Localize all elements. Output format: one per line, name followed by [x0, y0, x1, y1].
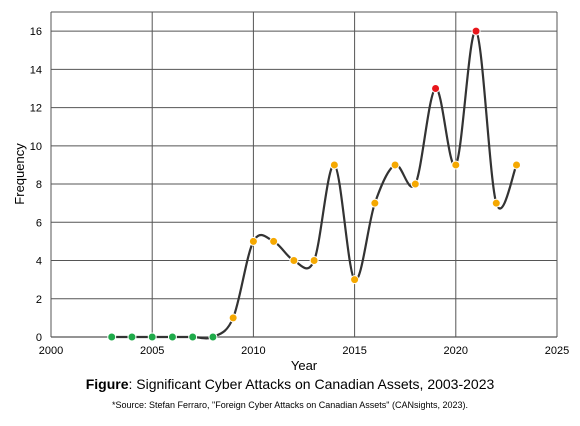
y-tick-label: 10: [30, 141, 42, 153]
data-point-marker: [248, 236, 258, 246]
y-axis-label: Frequency: [12, 143, 27, 205]
data-point-marker: [188, 332, 198, 342]
data-point-marker: [107, 332, 117, 342]
y-tick-label: 6: [36, 217, 42, 229]
x-tick-label: 2000: [39, 345, 63, 357]
data-point-marker: [147, 332, 157, 342]
data-point-marker: [127, 332, 137, 342]
data-markers: [107, 26, 522, 342]
data-point-marker: [410, 179, 420, 189]
data-point-marker: [390, 160, 400, 170]
data-point-marker: [289, 256, 299, 266]
figure-caption-text: : Significant Cyber Attacks on Canadian …: [128, 376, 495, 392]
y-tick-label: 16: [30, 26, 42, 38]
source-note: *Source: Stefan Ferraro, "Foreign Cyber …: [111, 400, 469, 410]
data-point-marker: [228, 313, 238, 323]
x-axis-label: Year: [291, 358, 318, 373]
tick-labels: 2000 2005 2010 2015 2020 2025 0 2 4 6 8 10 12 14 16: [30, 26, 569, 357]
data-point-marker: [167, 332, 177, 342]
y-tick-label: 14: [30, 64, 42, 76]
data-point-marker: [512, 160, 522, 170]
data-point-marker: [370, 198, 380, 208]
figure-caption: Figure: Significant Cyber Attacks on Can…: [0, 376, 580, 392]
x-tick-label: 2020: [444, 345, 468, 357]
y-tick-label: 2: [36, 294, 42, 306]
y-tick-label: 4: [36, 256, 42, 268]
y-tick-label: 8: [36, 179, 42, 191]
data-point-marker: [269, 236, 279, 246]
y-tick-label: 0: [36, 332, 42, 344]
x-tick-label: 2025: [545, 345, 569, 357]
data-point-marker: [451, 160, 461, 170]
x-tick-label: 2015: [342, 345, 366, 357]
data-point-marker: [208, 332, 218, 342]
figure-caption-label: Figure: [85, 376, 129, 392]
data-point-marker: [350, 275, 360, 285]
data-point-marker: [431, 83, 441, 93]
y-tick-label: 12: [30, 103, 42, 115]
data-point-marker: [309, 256, 319, 266]
data-point-marker: [329, 160, 339, 170]
grid-lines: [50, 12, 558, 338]
x-tick-label: 2005: [140, 345, 164, 357]
data-point-marker: [491, 198, 501, 208]
x-tick-label: 2010: [241, 345, 265, 357]
data-point-marker: [471, 26, 481, 36]
